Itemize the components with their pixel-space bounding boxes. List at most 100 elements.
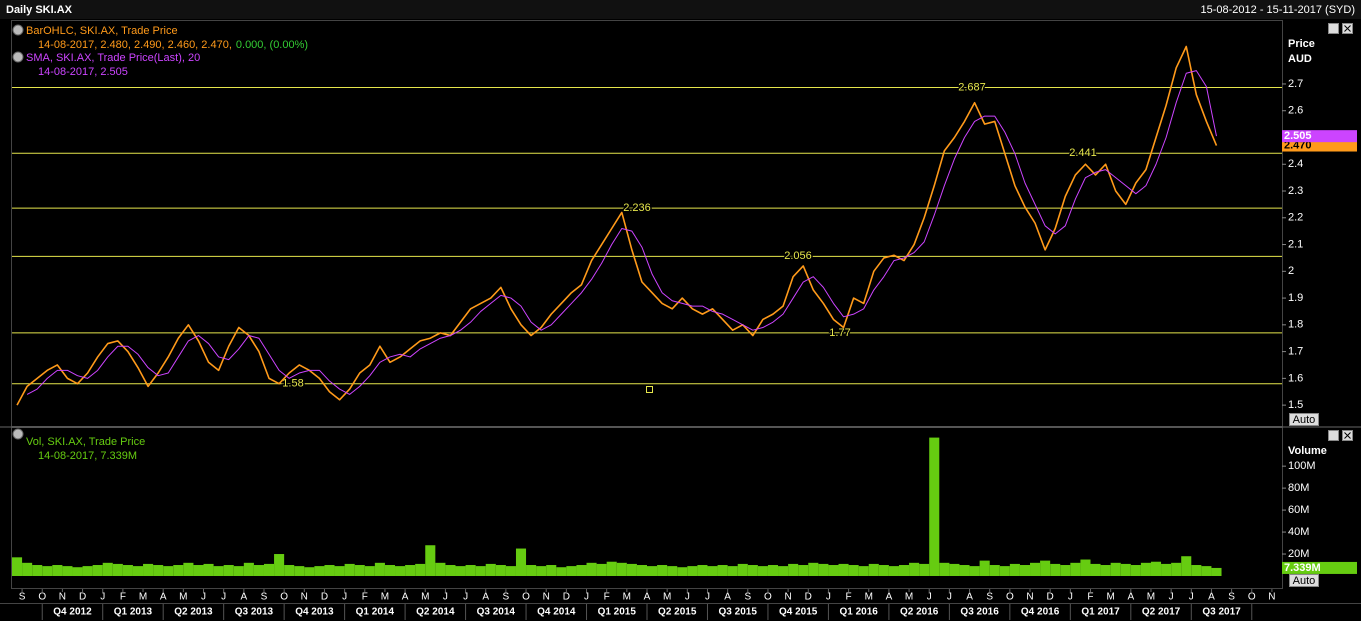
volume-bar: [435, 562, 446, 576]
quarter-label: Q3 2017: [1202, 607, 1241, 618]
volume-bar: [22, 562, 33, 576]
autoscale-label[interactable]: Auto: [1293, 414, 1316, 426]
x-tick-label: N: [784, 592, 791, 603]
volume-bar: [909, 562, 920, 576]
x-tick-label: J: [100, 592, 105, 603]
volume-bar: [1009, 563, 1020, 576]
volume-bar: [919, 563, 930, 576]
autoscale-label[interactable]: Auto: [1293, 575, 1316, 587]
legend-entry: BarOHLC, SKI.AX, Trade Price: [26, 25, 178, 37]
price-level-label: 2.687: [958, 81, 986, 93]
volume-bar: [999, 566, 1010, 576]
volume-bar: [515, 548, 527, 576]
autoscale-button[interactable]: [1289, 574, 1319, 587]
legend-icon: [12, 428, 24, 440]
volume-bar: [465, 565, 476, 576]
volume-bar: [354, 565, 365, 576]
price-line: [16, 45, 1218, 406]
volume-bar: [72, 567, 83, 576]
quarter-label: Q4 2013: [295, 607, 334, 618]
last-value-label: 7.339M: [1284, 562, 1321, 574]
price-level-label: 2.441: [1069, 147, 1097, 159]
line-handle[interactable]: [646, 386, 653, 393]
restore-button[interactable]: [1328, 23, 1339, 34]
x-tick-label: J: [443, 592, 448, 603]
quarter-label: Q2 2015: [658, 607, 697, 618]
volume-bar: [364, 566, 375, 576]
date-range: 15-08-2012 - 15-11-2017 (SYD): [1201, 4, 1356, 16]
volume-bar: [314, 566, 325, 576]
quarter-label: Q4 2012: [53, 607, 92, 618]
x-tick-label: O: [1248, 592, 1256, 603]
price-level-label: 1.58: [282, 378, 303, 390]
quarter-label: Q3 2015: [719, 607, 758, 618]
volume-bar: [475, 566, 486, 576]
volume-bar: [153, 565, 164, 576]
x-tick-label: A: [402, 592, 409, 603]
volume-bar: [1201, 566, 1212, 576]
volume-bar: [868, 563, 879, 576]
y-tick-label: 1.9: [1288, 292, 1303, 304]
x-tick-label: D: [805, 592, 812, 603]
x-tick-label: J: [705, 592, 710, 603]
quarter-label: Q4 2014: [537, 607, 576, 618]
x-tick-label: J: [927, 592, 932, 603]
y-tick-label: 1.8: [1288, 319, 1303, 331]
volume-bar: [898, 565, 910, 576]
volume-bar: [788, 563, 799, 576]
legend-readout: 14-08-2017, 7.339M: [38, 450, 137, 462]
volume-bar: [888, 566, 899, 576]
price-line: [26, 70, 1217, 395]
x-tick-label: A: [482, 592, 489, 603]
volume-bar: [939, 562, 950, 576]
volume-bar: [344, 563, 355, 576]
x-tick-label: O: [38, 592, 46, 603]
volume-bar: [334, 566, 345, 576]
y-tick-label: 2.6: [1288, 105, 1303, 117]
x-tick-label: F: [120, 592, 126, 603]
quarter-label: Q3 2013: [235, 607, 274, 618]
y-tick-label: 1.6: [1288, 372, 1303, 384]
y-tick-label: 2.7: [1288, 78, 1303, 90]
volume-bar: [929, 437, 940, 576]
volume-bar: [183, 562, 194, 576]
volume-bar: [727, 566, 738, 576]
volume-bar: [52, 565, 63, 576]
x-tick-label: D: [1047, 592, 1054, 603]
volume-bar: [62, 566, 73, 576]
y-tick-label: 2.3: [1288, 185, 1303, 197]
x-tick-label: O: [1006, 592, 1014, 603]
volume-bar: [959, 565, 970, 576]
restore-button[interactable]: [1328, 430, 1339, 441]
autoscale-button[interactable]: [1289, 413, 1319, 426]
volume-bar: [767, 565, 779, 576]
volume-bar: [284, 565, 295, 576]
volume-bar: [808, 562, 819, 576]
volume-bar: [415, 563, 426, 576]
y-tick-label: 1.7: [1288, 346, 1303, 358]
x-tick-label: S: [19, 592, 26, 603]
volume-bar: [546, 565, 557, 576]
legend-icon: [12, 51, 24, 63]
volume-bar: [636, 565, 647, 576]
volume-bar: [858, 566, 869, 576]
volume-bar: [526, 565, 537, 576]
volume-bar: [203, 563, 214, 576]
volume-bar: [233, 566, 244, 576]
volume-bar: [1060, 565, 1071, 576]
x-tick-label: A: [160, 592, 167, 603]
last-value-tag: [1282, 561, 1357, 574]
price-level-label: 1.77: [829, 327, 850, 339]
volume-bar: [606, 561, 617, 576]
x-tick-label: N: [59, 592, 66, 603]
x-tick-label: F: [1087, 592, 1093, 603]
volume-bar: [1110, 562, 1121, 576]
x-tick-label: M: [663, 592, 671, 603]
quarter-label: Q2 2013: [174, 607, 213, 618]
x-tick-label: M: [905, 592, 913, 603]
x-tick-label: O: [280, 592, 288, 603]
x-tick-label: O: [764, 592, 772, 603]
y-axis-unit: AUD: [1288, 53, 1312, 65]
volume-bar: [798, 565, 809, 576]
